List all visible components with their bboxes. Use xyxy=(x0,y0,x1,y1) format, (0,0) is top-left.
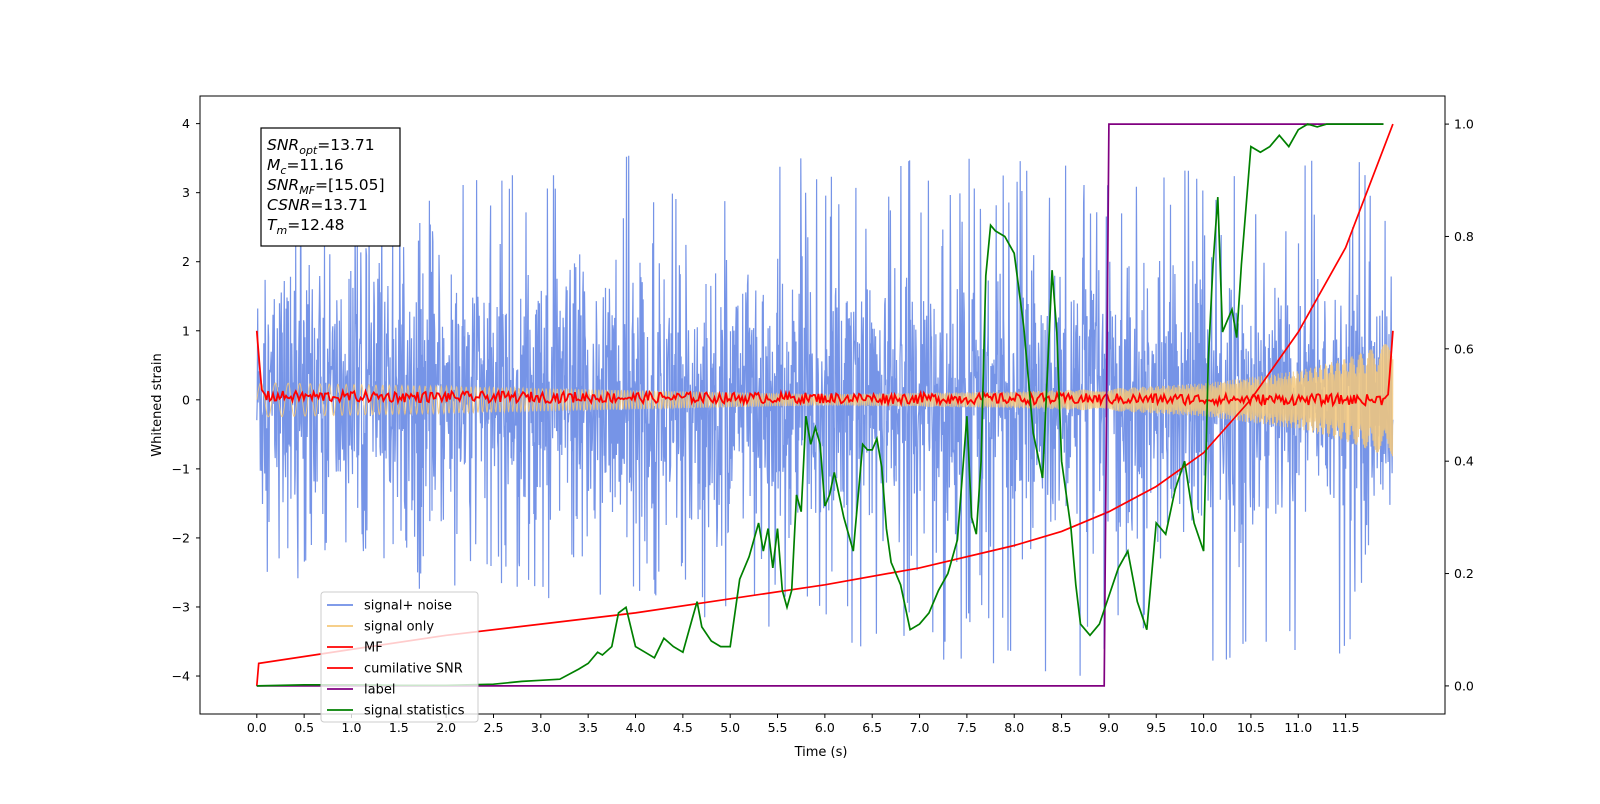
x-tick-label: 10.0 xyxy=(1190,720,1218,735)
annotation-line: Mc=11.16 xyxy=(267,156,344,177)
legend-label: label xyxy=(364,683,395,698)
x-tick-label: 2.0 xyxy=(436,720,456,735)
x-tick-label: 3.5 xyxy=(578,720,598,735)
series-signal-statistics xyxy=(256,123,1384,687)
annotation-box: SNRopt=13.71Mc=11.16SNRMF=[15.05]CSNR=13… xyxy=(260,127,401,247)
y2-tick-label: 0.6 xyxy=(1454,341,1474,356)
y-tick-label: −3 xyxy=(172,599,190,614)
legend-frame xyxy=(320,591,479,723)
x-tick-label: 3.0 xyxy=(531,720,551,735)
y2-tick-label: 0.8 xyxy=(1454,229,1474,244)
axes-frame xyxy=(199,95,1446,715)
x-tick-label: 6.5 xyxy=(862,720,882,735)
series-signal-only xyxy=(256,344,1394,457)
x-tick-label: 6.0 xyxy=(815,720,835,735)
x-tick-label: 0.5 xyxy=(294,720,314,735)
x-tick-label: 9.0 xyxy=(1099,720,1119,735)
series-label xyxy=(256,123,1384,687)
x-tick-label: 0.0 xyxy=(247,720,267,735)
y-tick-label: −2 xyxy=(172,530,190,545)
y-tick-label: 0 xyxy=(182,392,190,407)
x-tick-label: 2.5 xyxy=(484,720,504,735)
x-tick-label: 11.5 xyxy=(1332,720,1360,735)
x-axis-label: Time (s) xyxy=(794,745,848,760)
legend: signal+ noise signal only MF cumilative SNR… xyxy=(320,591,479,723)
y2-tick-label: 1.0 xyxy=(1454,117,1474,132)
y-tick-label: 1 xyxy=(182,323,190,338)
y2-tick-label: 0.4 xyxy=(1454,454,1474,469)
x-tick-label: 10.5 xyxy=(1237,720,1265,735)
x-tick-label: 9.5 xyxy=(1146,720,1166,735)
y-tick-label: −1 xyxy=(172,461,190,476)
legend-label: MF xyxy=(364,641,383,656)
x-tick-label: 7.5 xyxy=(957,720,977,735)
x-tick-label: 1.5 xyxy=(389,720,409,735)
x-tick-label: 4.0 xyxy=(626,720,646,735)
series-mf xyxy=(255,330,1394,409)
y-tick-label: 2 xyxy=(182,254,190,269)
legend-label: cumilative SNR xyxy=(364,662,463,677)
x-tick-label: 8.0 xyxy=(1004,720,1024,735)
x-tick-label: 5.5 xyxy=(768,720,788,735)
y-tick-label: 3 xyxy=(182,185,190,200)
legend-label: signal only xyxy=(364,620,434,635)
x-tick-label: 8.5 xyxy=(1052,720,1072,735)
x-tick-label: 1.0 xyxy=(342,720,362,735)
x-tick-label: 11.0 xyxy=(1284,720,1312,735)
y-tick-label: −4 xyxy=(172,669,190,684)
y-axis-left: −4 −3 −2 −1 0 1 2 3 4 xyxy=(172,116,200,684)
annotation-line: Tm=12.48 xyxy=(267,216,345,237)
x-axis: 0.0 0.5 1.0 1.5 2.0 2.5 3.0 3.5 4.0 4.5 5.0 5.5 6.0 6… xyxy=(247,714,1360,735)
y2-tick-label: 0.2 xyxy=(1454,566,1474,581)
y2-tick-label: 0.0 xyxy=(1454,678,1474,693)
y-tick-label: 4 xyxy=(182,116,190,131)
annotation-line: SNRMF=[15.05] xyxy=(267,176,385,197)
y-axis-label: Whitened strain xyxy=(150,353,165,456)
x-tick-label: 4.5 xyxy=(673,720,693,735)
x-tick-label: 7.0 xyxy=(910,720,930,735)
legend-label: signal statistics xyxy=(364,704,465,719)
y-axis-right: 0.0 0.2 0.4 0.6 0.8 1.0 xyxy=(1445,117,1474,693)
x-tick-label: 5.0 xyxy=(720,720,740,735)
annotation-frame xyxy=(260,127,401,247)
legend-label: signal+ noise xyxy=(364,599,452,614)
annotation-line: SNRopt=13.71 xyxy=(267,136,375,157)
annotation-line: CSNR=13.71 xyxy=(267,196,368,214)
